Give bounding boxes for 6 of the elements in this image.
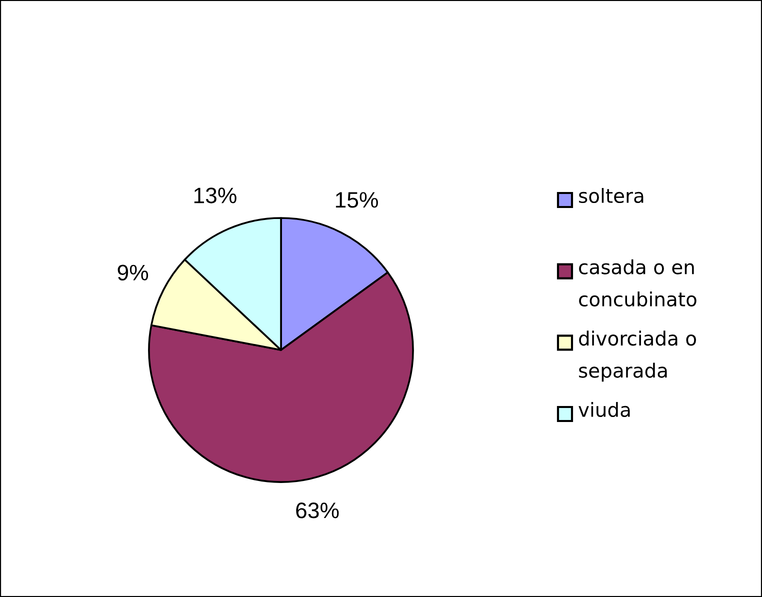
data-label: 13%	[194, 188, 236, 204]
data-label: 15%	[336, 192, 378, 208]
data-label: 9%	[118, 264, 148, 280]
legend-label: viuda	[578, 402, 630, 418]
legend-label: soltera	[579, 188, 644, 204]
data-label: 63%	[296, 502, 339, 518]
